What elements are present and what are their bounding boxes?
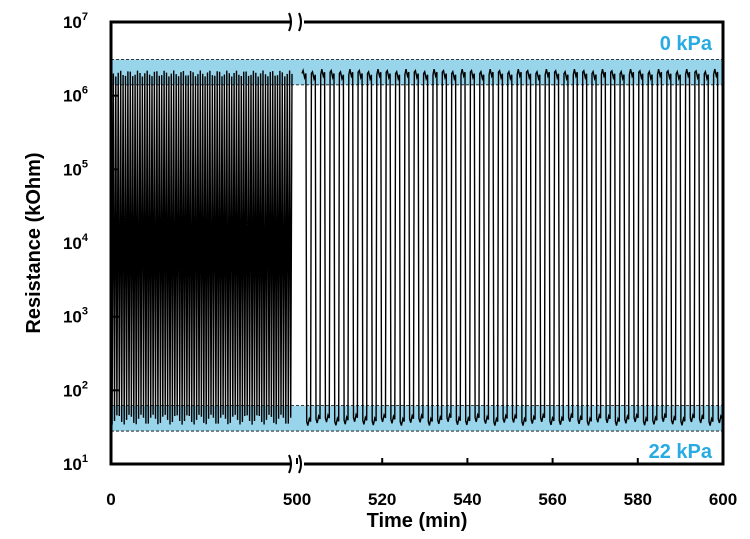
x-tick-label-3: 540 [453,490,481,509]
y-tick-label-4: 105 [63,158,88,179]
y-tick-label-3: 104 [63,232,89,253]
x-axis-ticks: 0 500 520 540 560 580 600 [106,458,737,509]
y-tick-label-1: 102 [63,379,88,400]
band-1 [111,405,723,432]
axis-break-stroke-a-1 [288,454,292,474]
x-axis-title: Time (min) [367,510,468,532]
y-tick-label-5: 106 [63,85,88,106]
x-tick-label-2: 520 [368,490,396,509]
series-line-before-break [110,70,293,425]
band-label-22kpa: 22 kPa [649,441,713,463]
y-axis-ticks: 101 102 103 104 105 106 107 [63,11,119,474]
y-tick-label-0: 101 [63,453,88,474]
axis-break-stroke-b-1 [298,454,302,474]
band-label-0kpa: 0 kPa [660,33,713,55]
x-tick-label-5: 580 [624,490,652,509]
axis-break-stroke-b-0 [298,12,302,32]
x-tick-label-6: 600 [709,490,737,509]
x-tick-label-0: 0 [106,490,115,509]
y-tick-label-6: 107 [63,11,88,32]
signal-layer [110,67,724,426]
axis-break-stroke-a-0 [288,12,292,32]
x-tick-label-1: 500 [283,490,311,509]
x-tick-label-4: 560 [538,490,566,509]
y-axis-title: Resistance (kOhm) [23,152,45,333]
series-line-after-break [301,67,724,426]
axis-break-marker [288,12,304,474]
y-tick-label-2: 103 [63,306,88,327]
